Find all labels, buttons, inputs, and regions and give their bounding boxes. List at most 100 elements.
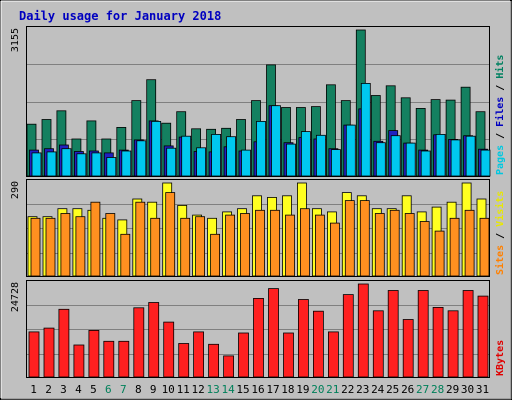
bar-kbytes-day-31 [477,295,489,378]
series-legend-label: Pages / Files / Hits [494,55,506,175]
y-max-label: 24728 [10,282,21,312]
bar-pages-day-20 [315,134,326,177]
panel-hits-files-pages: 3155 Pages / Files / Hits [10,26,506,177]
bar-kbytes-day-7 [118,340,130,378]
legend-part: / [495,127,506,145]
chart-title: Daily usage for January 2018 [19,9,221,23]
x-tick-label-day-1: 1 [30,383,37,396]
bar-pages-day-4 [76,153,87,177]
bar-sites-day-14 [225,214,236,277]
bar-pages-day-15 [241,149,251,177]
x-tick-label-day-30: 30 [461,383,474,396]
bar-kbytes-day-18 [283,332,294,378]
bar-pages-day-11 [181,135,192,177]
legend-part: Hits [494,55,506,79]
x-tick-label-day-16: 16 [251,383,264,396]
x-tick-label-day-18: 18 [281,383,294,396]
legend-part: / [495,227,506,245]
bar-pages-day-28 [435,133,446,177]
x-tick-label-day-4: 4 [75,383,82,396]
bar-kbytes-day-9 [148,302,160,378]
bar-sites-day-21 [329,222,340,277]
bar-kbytes-day-16 [253,297,264,378]
bar-pages-day-13 [211,133,222,177]
bar-sites-day-5 [90,201,101,277]
bar-sites-day-17 [270,209,280,277]
bar-sites-day-24 [374,213,385,277]
bar-pages-day-19 [300,131,311,177]
bar-kbytes-day-11 [178,343,190,378]
bar-kbytes-day-12 [193,331,205,378]
x-tick-label-day-25: 25 [386,383,399,396]
bar-kbytes-day-24 [372,310,384,378]
bar-pages-day-1 [31,152,42,177]
bar-pages-day-14 [226,136,237,177]
bar-kbytes-day-15 [238,332,249,378]
x-tick-label-day-12: 12 [191,383,204,396]
bar-sites-day-29 [449,217,460,277]
x-tick-label-day-15: 15 [236,383,249,396]
bar-sites-day-12 [195,216,206,277]
bar-sites-day-3 [60,213,71,277]
x-tick-label-day-3: 3 [60,383,67,396]
bar-kbytes-day-29 [447,310,459,378]
x-tick-label-day-31: 31 [476,383,489,396]
bar-kbytes-day-17 [268,288,279,378]
x-tick-label-day-20: 20 [311,383,324,396]
bar-pages-day-16 [256,121,266,177]
x-tick-label-day-29: 29 [446,383,459,396]
legend-part: KBytes [495,340,506,376]
bar-pages-day-24 [375,142,386,177]
bar-sites-day-13 [210,233,221,277]
bar-pages-day-22 [345,124,356,177]
bar-kbytes-day-5 [88,329,100,378]
bar-sites-day-25 [389,209,400,277]
x-tick-label-day-22: 22 [341,383,354,396]
bar-kbytes-day-21 [327,331,339,378]
bar-pages-day-12 [196,147,207,177]
bar-sites-day-28 [434,230,445,277]
bar-kbytes-day-28 [432,306,444,378]
bar-sites-day-7 [120,233,131,277]
bar-sites-day-4 [75,216,86,277]
bar-sites-day-19 [299,208,310,277]
legend-part: Visits [494,191,506,227]
bar-pages-day-18 [286,143,296,177]
bar-kbytes-day-20 [312,310,324,378]
bar-pages-day-25 [390,135,401,177]
x-tick-label-day-28: 28 [431,383,444,396]
x-tick-label-day-5: 5 [90,383,97,396]
bar-pages-day-30 [465,135,476,177]
series-legend-label: KBytes [495,340,506,376]
bar-sites-day-11 [180,217,191,277]
bar-kbytes-day-27 [417,290,429,378]
x-tick-label-day-23: 23 [356,383,369,396]
bar-sites-day-26 [404,213,415,277]
x-tick-label-day-7: 7 [120,383,127,396]
bar-kbytes-day-3 [58,308,70,378]
bar-pages-day-7 [121,150,132,177]
bar-kbytes-day-10 [163,321,175,378]
bar-kbytes-day-13 [208,343,220,378]
bar-pages-day-21 [330,149,341,177]
bar-pages-day-5 [91,152,102,177]
bar-kbytes-day-19 [297,299,309,378]
bar-sites-day-27 [419,221,430,277]
bar-kbytes-day-26 [402,319,414,378]
bar-kbytes-day-23 [357,283,369,378]
bar-kbytes-day-6 [103,340,115,378]
bar-sites-day-15 [240,213,250,277]
x-tick-label-day-8: 8 [135,383,142,396]
bar-kbytes-day-2 [43,327,55,378]
bar-pages-day-26 [405,142,416,177]
bar-pages-day-10 [166,147,177,177]
bar-pages-day-3 [61,148,72,177]
bar-pages-day-9 [151,121,162,177]
legend-part: Sites [494,245,506,275]
bar-kbytes-day-22 [342,294,354,378]
legend-part: / [495,79,506,97]
series-legend-label: Sites / Visits [494,191,506,275]
x-tick-label-day-26: 26 [401,383,414,396]
